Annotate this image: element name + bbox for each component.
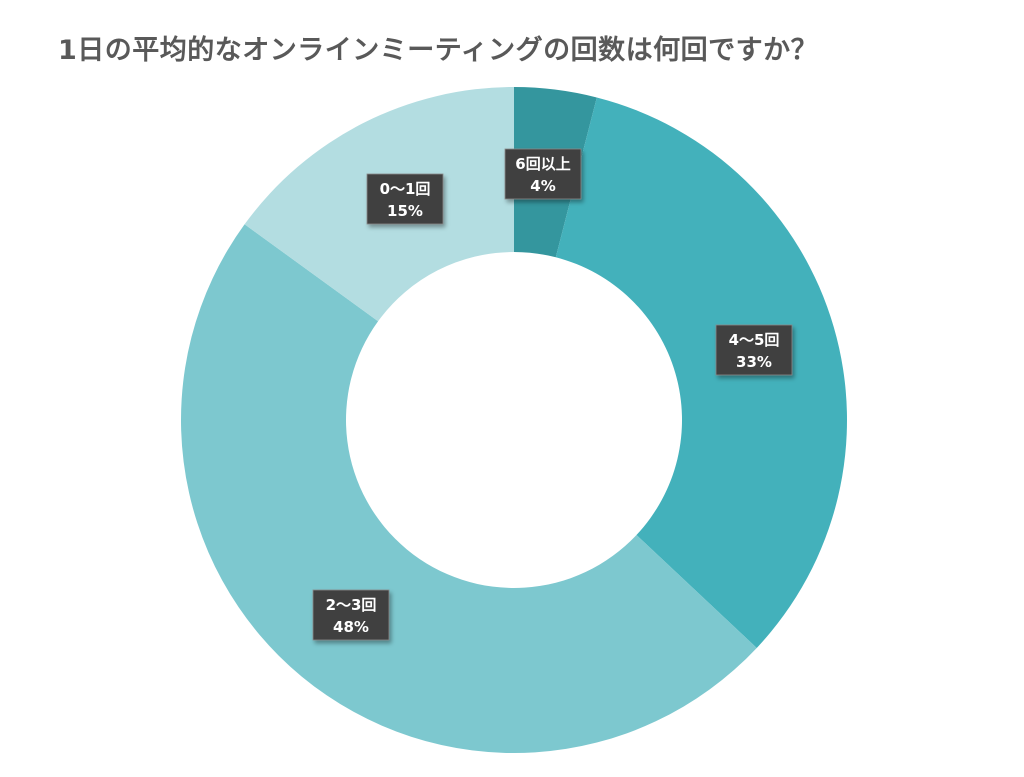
label-box (312, 589, 390, 641)
label-box (504, 148, 582, 200)
data-label-3: 2～3回 48% (312, 589, 390, 641)
slice-2 (555, 97, 847, 648)
label-box (366, 173, 444, 225)
labels-layer: 6回以上 4% 4～5回 33% 2～3回 48% 0～1回 15% (312, 148, 793, 641)
slice-label-category: 0～1回 (380, 180, 431, 198)
data-label-1: 6回以上 4% (504, 148, 582, 200)
data-label-4: 0～1回 15% (366, 173, 444, 225)
slice-label-value: 4% (530, 177, 555, 195)
label-box (715, 324, 793, 376)
chart-title: 1日の平均的なオンラインミーティングの回数は何回ですか？ (58, 35, 819, 66)
slice-label-value: 48% (333, 618, 369, 636)
slice-label-category: 4～5回 (729, 331, 780, 349)
slice-label-category: 6回以上 (515, 155, 570, 173)
slice-label-value: 15% (387, 202, 423, 220)
data-label-2: 4～5回 33% (715, 324, 793, 376)
slice-label-category: 2～3回 (326, 596, 377, 614)
slice-label-value: 33% (736, 353, 772, 371)
